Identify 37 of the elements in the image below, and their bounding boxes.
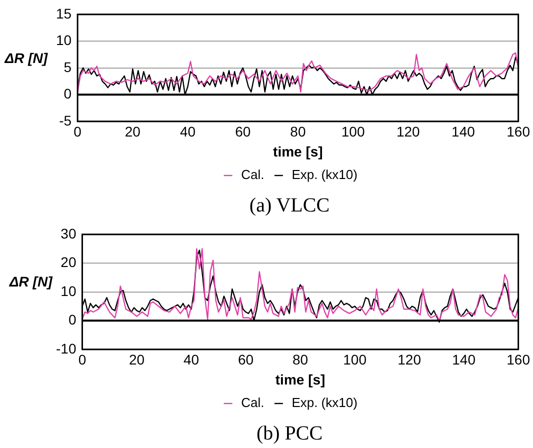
legend-label: Exp. (kx10) [292, 167, 358, 182]
x-tick-label: 160 [506, 352, 530, 368]
x-tick-label: 160 [506, 124, 530, 140]
x-tick-label: 120 [398, 352, 422, 368]
x-tick-label: 40 [180, 124, 196, 140]
x-tick-label: 20 [124, 124, 141, 140]
y-tick-label: 5 [64, 58, 72, 75]
x-tick-label: 100 [341, 124, 365, 140]
x-tick-label: 60 [235, 124, 251, 140]
y-tick-label: 20 [60, 254, 76, 270]
y-tick-label: 10 [56, 32, 72, 48]
y-tick-label: 0 [64, 86, 72, 102]
text: (a) VLCC [249, 194, 330, 216]
x-tick-label: 80 [292, 352, 308, 368]
x-tick-label: 140 [452, 124, 476, 140]
x-tick-label: 40 [183, 352, 200, 368]
y-axis-title: ΔR [N] [4, 50, 49, 66]
y-tick-label: -5 [59, 112, 72, 128]
x-tick-label: 80 [290, 124, 306, 140]
legend-label: Cal. [241, 395, 264, 410]
x-tick-label: 100 [343, 352, 367, 368]
y-tick-label: -10 [56, 340, 76, 356]
y-tick-label: 10 [60, 282, 76, 299]
x-tick-label: 60 [238, 352, 254, 368]
x-tick-label: 140 [452, 352, 476, 368]
legend-label: Exp. (kx10) [292, 395, 358, 410]
y-axis-title: ΔR [N] [8, 274, 54, 290]
x-tick-label: 120 [396, 124, 420, 140]
x-axis-title: time [s] [273, 143, 323, 160]
y-tick-label: 30 [60, 225, 76, 242]
legend-label: Cal. [241, 167, 264, 182]
y-tick-label: 15 [56, 5, 72, 22]
y-tick-label: 0 [68, 312, 76, 328]
x-axis-title: time [s] [275, 371, 326, 388]
x-tick-label: 20 [128, 352, 145, 368]
text: (b) PCC [256, 422, 323, 444]
x-tick-label: 0 [78, 352, 86, 368]
